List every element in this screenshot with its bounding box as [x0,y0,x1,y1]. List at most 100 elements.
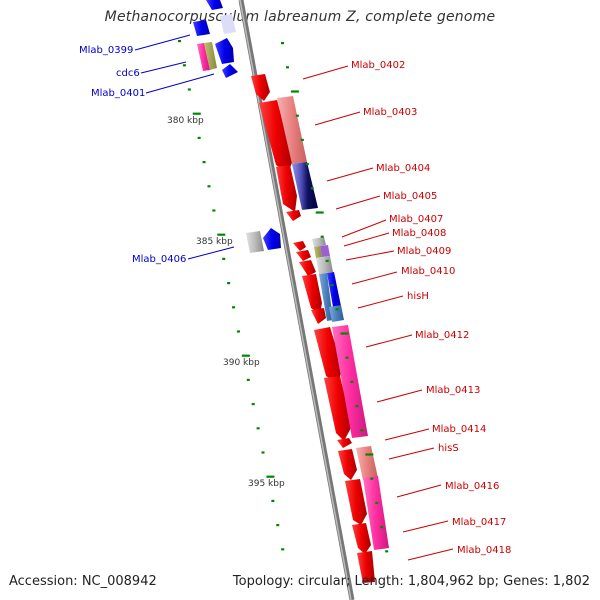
scale-tick [217,233,226,236]
cog-block [197,43,210,71]
gene-arrow [302,274,322,314]
scale-tick [385,550,389,553]
scale-tick [192,112,201,115]
leader-line [396,484,442,498]
gene-label[interactable]: Mlab_0413 [426,385,480,396]
gene-arrow [222,64,238,78]
gene-label[interactable]: hisS [438,443,459,454]
reverse-cog-blocks [277,96,389,550]
scale-tick [251,403,255,406]
scale-tick [325,259,329,262]
gene-arrow [193,20,210,36]
scale-tick [330,284,334,287]
scale-tick [310,187,314,190]
scale-tick [355,405,359,408]
gene-label[interactable]: Mlab_0404 [376,163,430,174]
scale-tick [335,308,339,311]
gene-label[interactable]: hisH [407,291,429,302]
scale-tick [261,451,265,454]
gene-label[interactable]: Mlab_0412 [415,330,469,341]
gene-arrow [314,327,343,383]
gene-arrow [311,308,326,324]
gene-label[interactable]: Mlab_0401 [91,88,145,99]
gene-label[interactable]: Mlab_0416 [445,481,499,492]
gene-arrow [299,260,316,276]
scale-tick [187,88,191,91]
scale-tick [300,138,304,141]
gene-label[interactable]: Mlab_0418 [457,545,511,556]
leader-line [341,219,387,238]
scale-tick [212,209,216,212]
gene-label[interactable]: Mlab_0403 [363,107,417,118]
leader-line [326,167,374,182]
scale-tick [285,66,289,69]
scale-tick [266,475,275,478]
scale-tick [222,257,226,260]
scale-tick [370,477,374,480]
cog-block [314,246,322,258]
leader-line [384,428,430,441]
gene-arrow [276,165,297,212]
gene-arrow [263,228,281,250]
genome-backbone [238,0,355,600]
tick-label: 385 kbp [196,237,233,247]
gene-label[interactable]: Mlab_0406 [132,254,186,265]
cog-block [327,272,341,307]
gene-label[interactable]: Mlab_0407 [389,214,443,225]
gene-label[interactable]: Mlab_0409 [397,246,451,257]
scale-tick [182,64,186,67]
label-leaders [134,34,454,561]
scale-tick [178,40,181,43]
cog-block [292,162,318,210]
cog-block [220,14,236,34]
gene-label[interactable]: Mlab_0410 [401,266,455,277]
leader-line [134,34,191,51]
gene-label[interactable]: cdc6 [116,68,140,79]
scale-tick [276,524,280,527]
cog-block [329,305,344,322]
scale-tick [365,453,374,456]
scale-tick [320,235,324,238]
leader-line [407,548,454,561]
reverse-strand-genes [251,74,375,583]
leader-line [357,295,404,309]
tick-label: 390 kbp [223,358,260,368]
forward-strand-genes [193,0,281,250]
gene-label[interactable]: Mlab_0402 [351,60,405,71]
scale-tick [295,114,299,117]
gene-label[interactable]: Mlab_0414 [432,424,486,435]
gene-label[interactable]: Mlab_0405 [383,191,437,202]
cog-block [277,96,307,164]
gene-arrow [286,210,301,221]
gene-arrow [206,0,223,10]
scale-tick [375,501,379,504]
leader-line [187,246,235,260]
scale-tick [197,136,201,139]
leader-line [345,250,395,261]
leader-line [302,65,349,80]
gene-arrow [324,376,352,441]
leader-line [365,334,413,348]
cog-block [312,237,326,247]
tick-label: 395 kbp [248,479,285,489]
gene-label[interactable]: Mlab_0408 [392,228,446,239]
gene-label[interactable]: Mlab_0417 [452,517,506,528]
scale-tick [281,548,285,551]
topology-text: Topology: circular; Length: 1,804,962 bp… [232,574,590,589]
scale-ticks [178,40,389,553]
scale-tick [290,90,299,93]
leader-line [140,61,187,74]
scale-tick [305,163,309,166]
gene-arrow [338,449,357,480]
leader-line [376,389,423,403]
cog-block [363,476,389,550]
cog-block [316,256,333,274]
leader-line [335,195,381,210]
scale-tick [350,380,354,383]
forward-cog-blocks [197,14,264,253]
gene-label[interactable]: Mlab_0399 [79,45,133,56]
leader-line [402,520,449,533]
scale-tick [207,185,211,188]
gene-arrow [251,74,270,101]
